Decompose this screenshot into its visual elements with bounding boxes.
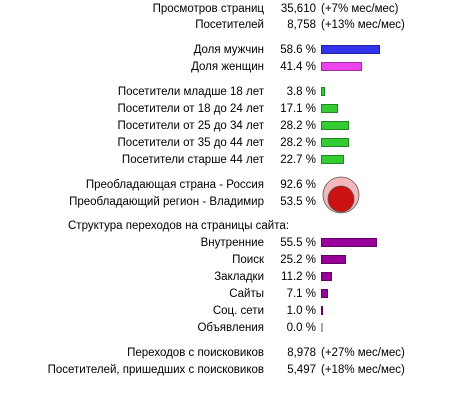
referral-value: 55.5 % [280,237,316,249]
search-visitors-row: Посетителей, пришедших с поисковиков 5,4… [0,361,468,379]
geo-region-row: Преобладающий регион - Владимир 53.5 % [0,193,468,211]
age-value: 3.8 % [286,86,316,98]
referral-value: 7.1 % [286,288,316,300]
search-visitors-change: (+18% мес/мес) [321,364,405,376]
referral-label: Соц. сети [212,305,264,317]
referrals-heading: Структура переходов на страницы сайта: [68,220,289,232]
geo-country-label: Преобладающая страна - Россия [85,179,264,191]
age-row: Посетители старше 44 лет 22.7 % [0,151,468,169]
search-visitors-value: 5,497 [287,364,316,376]
search-visitors-label: Посетителей, пришедших с поисковиков [47,364,264,376]
geo-country-value: 92.6 % [280,179,316,191]
referral-row: Сайты 7.1 % [0,285,468,303]
visitors-label: Посетителей [195,19,264,31]
gender-label: Доля женщин [191,61,264,73]
referral-bar [321,323,323,332]
visitors-value: 8,758 [287,19,316,31]
referral-row: Объявления 0.0 % [0,319,468,337]
referral-bar [321,272,332,281]
referral-value: 1.0 % [286,305,316,317]
age-value: 17.1 % [280,103,316,115]
search-transitions-change: (+27% мес/мес) [321,347,405,359]
referral-bar [321,306,323,315]
age-value: 28.2 % [280,137,316,149]
age-label: Посетители от 25 до 34 лет [117,120,264,132]
page-views-change: (+7% мес/мес) [321,3,399,15]
referral-label: Сайты [229,288,264,300]
age-row: Посетители младше 18 лет 3.8 % [0,83,468,101]
geo-region-circle [327,185,355,213]
gender-bar-female [321,62,362,71]
age-label: Посетители младше 18 лет [117,86,264,98]
referral-row: Поиск 25.2 % [0,251,468,269]
geo-region-label: Преобладающий регион - Владимир [69,196,264,208]
referral-label: Поиск [232,254,264,266]
age-bar [321,138,349,147]
age-bar [321,87,325,96]
referral-label: Внутренние [200,237,264,249]
referral-row: Внутренние 55.5 % [0,234,468,252]
age-value: 22.7 % [280,154,316,166]
referral-value: 0.0 % [286,322,316,334]
gender-bar-male [321,45,380,54]
geo-circle-chart [321,175,361,215]
referral-bar [321,289,328,298]
referral-label: Объявления [197,322,264,334]
search-transitions-row: Переходов с поисковиков 8,978 (+27% мес/… [0,344,468,362]
referral-bar [321,255,346,264]
referral-value: 11.2 % [281,271,316,283]
age-bar [321,121,349,130]
gender-value: 41.4 % [280,61,316,73]
geo-region-value: 53.5 % [280,196,316,208]
referral-row: Соц. сети 1.0 % [0,302,468,320]
age-row: Посетители от 18 до 24 лет 17.1 % [0,100,468,118]
gender-row-female: Доля женщин 41.4 % [0,58,468,76]
age-bar [321,104,338,113]
search-transitions-label: Переходов с поисковиков [127,347,264,359]
visitors-change: (+13% мес/мес) [321,19,405,31]
referrals-heading-row: Структура переходов на страницы сайта: [0,217,468,235]
search-transitions-value: 8,978 [287,347,316,359]
page-views-value: 35,610 [280,3,316,15]
referral-row: Закладки 11.2 % [0,268,468,286]
referral-label: Закладки [214,271,264,283]
page-views-row: Просмотров страниц 35,610 (+7% мес/мес) [0,0,468,18]
age-row: Посетители от 35 до 44 лет 28.2 % [0,134,468,152]
age-label: Посетители от 35 до 44 лет [117,137,264,149]
referral-bar [321,238,377,247]
age-row: Посетители от 25 до 34 лет 28.2 % [0,117,468,135]
age-label: Посетители старше 44 лет [121,154,264,166]
age-value: 28.2 % [280,120,316,132]
page-views-label: Просмотров страниц [152,3,264,15]
age-label: Посетители от 18 до 24 лет [117,103,264,115]
gender-value: 58.6 % [280,44,316,56]
geo-country-row: Преобладающая страна - Россия 92.6 % [0,176,468,194]
age-bar [321,155,344,164]
gender-label: Доля мужчин [193,44,264,56]
referral-value: 25.2 % [280,254,316,266]
visitors-row: Посетителей 8,758 (+13% мес/мес) [0,16,468,34]
gender-row-male: Доля мужчин 58.6 % [0,41,468,59]
